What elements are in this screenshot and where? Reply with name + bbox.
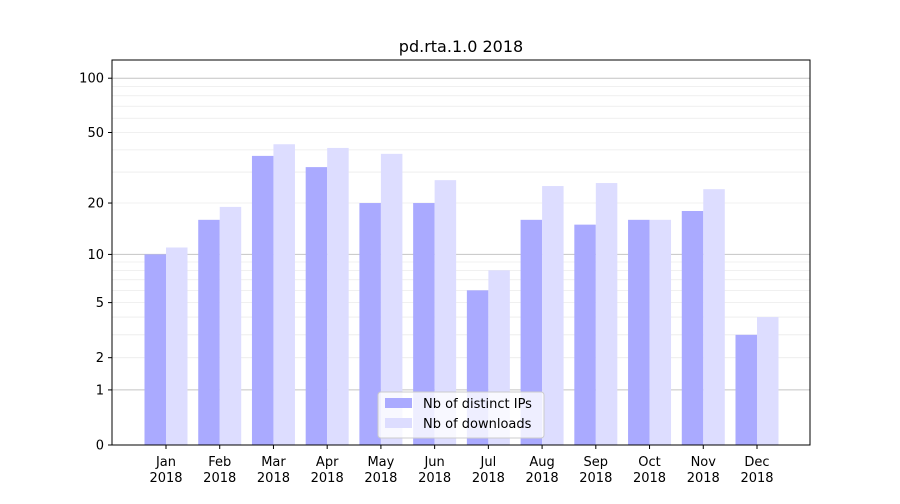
x-tick-label: Nov (691, 455, 717, 470)
y-tick-label: 2 (96, 351, 104, 366)
bar-downloads (595, 183, 618, 445)
x-tick-label: Jun (423, 455, 444, 470)
x-tick-label: Oct (638, 455, 660, 470)
bar-downloads (434, 180, 457, 445)
x-tick-label: 2018 (364, 471, 397, 486)
chart-title: pd.rta.1.0 2018 (399, 37, 523, 56)
bar-downloads (703, 189, 725, 445)
x-tick-label: Feb (208, 455, 231, 470)
bar-downloads (166, 247, 188, 445)
bar-distinct-ips (144, 254, 166, 445)
x-tick-label: 2018 (311, 471, 344, 486)
x-tick-label: 2018 (687, 471, 720, 486)
y-tick-label: 100 (79, 72, 104, 87)
x-tick-label: 2018 (203, 471, 236, 486)
legend-label: Nb of downloads (423, 417, 532, 432)
bar-downloads (219, 206, 242, 445)
x-tick-label: 2018 (526, 471, 559, 486)
bar-distinct-ips (735, 334, 757, 445)
y-tick-label: 50 (87, 126, 104, 141)
legend-label: Nb of distinct IPs (423, 397, 532, 412)
y-tick-label: 5 (96, 296, 104, 311)
y-tick-label: 0 (96, 439, 104, 454)
bar-distinct-ips (681, 210, 704, 445)
bar-downloads (757, 317, 779, 445)
x-tick-label: 2018 (633, 471, 666, 486)
bar-downloads (380, 153, 403, 445)
bar-distinct-ips (520, 219, 543, 445)
x-tick-label: May (367, 455, 394, 470)
x-tick-label: Jan (155, 455, 176, 470)
bar-distinct-ips (574, 224, 596, 445)
legend-swatch (385, 398, 412, 408)
bar-distinct-ips (628, 219, 650, 445)
y-tick-label: 1 (96, 383, 104, 398)
x-tick-label: 2018 (579, 471, 612, 486)
x-tick-label: Mar (261, 455, 286, 470)
axes-frame (111, 59, 811, 446)
y-tick-label: 10 (87, 248, 104, 263)
x-tick-label: 2018 (149, 471, 182, 486)
bar-distinct-ips (198, 219, 220, 445)
bar-downloads (327, 147, 349, 445)
x-tick-label: 2018 (472, 471, 505, 486)
bar-downloads (542, 186, 564, 445)
x-tick-label: Jul (480, 455, 497, 470)
x-tick-label: 2018 (418, 471, 451, 486)
bar-distinct-ips (359, 203, 381, 445)
x-tick-label: Aug (529, 455, 554, 470)
legend (377, 391, 545, 439)
bar-downloads (273, 144, 295, 445)
bar-distinct-ips (413, 203, 435, 445)
x-tick-label: 2018 (257, 471, 290, 486)
x-tick-label: Dec (744, 455, 769, 470)
x-tick-label: Sep (584, 455, 609, 470)
legend-swatch (385, 418, 412, 428)
bar-distinct-ips (305, 167, 328, 445)
x-tick-label: 2018 (740, 471, 773, 486)
y-tick-label: 20 (87, 197, 104, 212)
bar-downloads (649, 219, 672, 445)
bar-distinct-ips (251, 155, 274, 445)
x-tick-label: Apr (316, 455, 339, 470)
